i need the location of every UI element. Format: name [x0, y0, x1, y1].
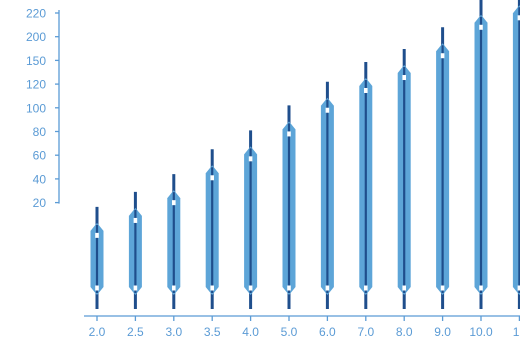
bar-base-marker	[248, 285, 253, 291]
bar-value-marker	[287, 131, 291, 137]
y-tick-label: 200	[26, 30, 46, 44]
bar-base-marker	[440, 285, 445, 291]
x-tick-label: 2.5	[127, 325, 144, 339]
x-tick-label: 8.0	[396, 325, 413, 339]
bar-base-marker	[364, 285, 368, 291]
bar-base-marker	[402, 285, 406, 291]
bar-group	[320, 81, 334, 309]
x-tick-label: 2.0	[89, 325, 106, 339]
bar-value-marker	[517, 15, 520, 21]
bar-base-marker	[95, 285, 99, 291]
bar-value-marker	[133, 217, 138, 223]
bar-group	[167, 174, 181, 309]
bar-group	[205, 149, 219, 309]
x-tick-label: 7.0	[357, 325, 374, 339]
x-tick-label: 3.5	[204, 325, 221, 339]
x-axis: 2.0 2.5 3.0 3.5 4.0 5.0 6.0 7.0 8.0 9.0 10.0 12	[84, 315, 520, 339]
y-tick-label: 40	[33, 172, 47, 186]
y-tick-label: 150	[26, 54, 46, 68]
bar-group	[359, 61, 373, 309]
y-tick-label: 120	[26, 78, 46, 92]
y-tick-label: 100	[26, 101, 46, 115]
bar-value-marker	[210, 175, 214, 181]
bar-group	[397, 49, 411, 309]
bar-value-marker	[479, 24, 483, 30]
bar-value-marker	[364, 87, 368, 93]
bar-value-marker	[440, 53, 445, 59]
x-tick-label: 4.0	[242, 325, 259, 339]
bar-group	[244, 130, 258, 309]
bars	[90, 0, 520, 309]
bar-group	[282, 105, 296, 309]
bar-value-marker	[325, 107, 330, 113]
bar-base-marker	[517, 285, 520, 291]
bar-value-marker	[172, 200, 176, 206]
bar-value-marker	[248, 156, 253, 162]
x-tick-label: 3.0	[165, 325, 182, 339]
y-tick-label: 220	[26, 7, 46, 21]
bar-value-marker	[95, 232, 99, 238]
y-axis: 20 40 60 80 100 120 150 200 220	[26, 7, 60, 210]
x-tick-label: 9.0	[434, 325, 451, 339]
bar-base-marker	[210, 285, 214, 291]
bar-group	[436, 27, 450, 309]
x-tick-label: 6.0	[319, 325, 336, 339]
y-tick-label: 60	[33, 149, 47, 163]
bar-group	[90, 206, 104, 309]
bar-group	[512, 0, 520, 309]
bar-group	[474, 0, 488, 309]
bar-base-marker	[133, 285, 138, 291]
bar-base-marker	[479, 285, 483, 291]
x-tick-label: 5.0	[281, 325, 298, 339]
bar-base-marker	[172, 285, 176, 291]
bar-base-marker	[287, 285, 291, 291]
bar-value-marker	[402, 75, 406, 81]
x-tick-label: 12	[513, 325, 520, 339]
bar-group	[128, 191, 142, 309]
bar-capsule	[512, 5, 520, 295]
y-tick-label: 20	[33, 196, 47, 210]
y-tick-label: 80	[33, 125, 47, 139]
bar-base-marker	[325, 285, 330, 291]
x-tick-label: 10.0	[469, 325, 493, 339]
